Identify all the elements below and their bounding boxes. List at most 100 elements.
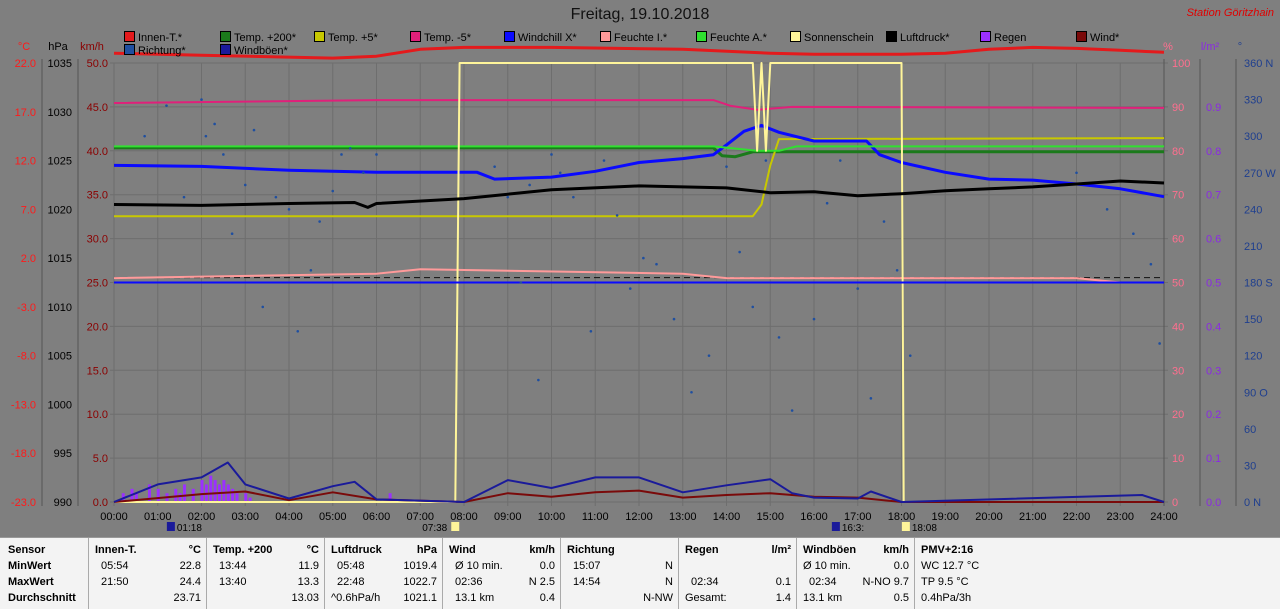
direction-point bbox=[812, 317, 816, 321]
wind-tick-label: 10.0 bbox=[87, 409, 108, 421]
direction-point bbox=[655, 262, 658, 266]
stats-col-druck: Luftdruck hPa 05:48 1019.4 22:48 1022.7 … bbox=[324, 538, 443, 609]
temp-tick-label: -3.0 bbox=[17, 302, 36, 314]
stats-col-temp200: Temp. +200 °C 13:44 11.9 13:40 13.3 13.0… bbox=[206, 538, 325, 609]
direction-point bbox=[243, 183, 247, 187]
series-line bbox=[114, 62, 1164, 503]
direction-point bbox=[1105, 208, 1109, 211]
temp-unit-label: °C bbox=[18, 41, 30, 53]
direction-tick-label: 270 W bbox=[1244, 168, 1276, 180]
rain-tick-label: 0.4 bbox=[1206, 321, 1221, 333]
direction-point bbox=[296, 329, 300, 333]
wind-tick-label: 20.0 bbox=[87, 321, 108, 333]
pressure-unit-label: hPa bbox=[48, 41, 68, 53]
innen-unit: °C bbox=[188, 544, 201, 556]
direction-point bbox=[1149, 262, 1153, 266]
direction-point bbox=[725, 165, 728, 168]
direction-point bbox=[309, 269, 313, 272]
wind-tick-label: 25.0 bbox=[87, 278, 108, 290]
rain-tick-label: 0.7 bbox=[1206, 190, 1221, 202]
wind-max-value: N 2.5 bbox=[528, 576, 555, 588]
rain-tick-label: 0.9 bbox=[1206, 102, 1221, 114]
direction-point bbox=[318, 220, 321, 223]
direction-point bbox=[222, 153, 225, 156]
rain-bar bbox=[148, 484, 151, 502]
boeen-unit: km/h bbox=[883, 544, 909, 556]
time-tick-label: 24:00 bbox=[1150, 511, 1178, 523]
direction-point bbox=[274, 195, 278, 199]
regen-max-time: 02:34 bbox=[691, 576, 719, 588]
direction-point bbox=[143, 134, 146, 138]
legend-label: Sonnenschein bbox=[804, 32, 874, 44]
temp200-header: Temp. +200 bbox=[213, 544, 273, 556]
time-tick-label: 04:00 bbox=[275, 511, 303, 523]
pressure-tick-label: 1010 bbox=[48, 302, 72, 314]
direction-point bbox=[287, 208, 291, 211]
time-tick-label: 09:00 bbox=[494, 511, 522, 523]
series-line bbox=[113, 99, 1165, 111]
regen-total: 1.4 bbox=[775, 592, 791, 604]
series-line bbox=[114, 137, 1165, 218]
innen-max-value: 24.4 bbox=[179, 576, 201, 588]
time-tick-label: 01:00 bbox=[144, 511, 172, 523]
wind-tick-label: 50.0 bbox=[87, 58, 108, 70]
legend-item: Feuchte A.* bbox=[696, 31, 767, 44]
temp-tick-label: 22.0 bbox=[15, 58, 36, 70]
legend-swatch bbox=[504, 31, 515, 42]
time-tick-label: 02:00 bbox=[188, 511, 216, 523]
direction-point bbox=[856, 287, 860, 290]
direction-point bbox=[558, 171, 562, 175]
legend-swatch bbox=[696, 31, 707, 42]
rain-bar bbox=[231, 488, 235, 502]
humidity-tick-label: 40 bbox=[1172, 321, 1184, 333]
stats-table: Sensor MinWert MaxWert Durchschnitt Inne… bbox=[0, 537, 1280, 609]
rain-bar bbox=[248, 497, 252, 502]
pressure-tick-label: 1025 bbox=[48, 156, 72, 168]
rain-bar bbox=[388, 493, 392, 502]
direction-point bbox=[838, 159, 842, 162]
druck-min-value: 1019.4 bbox=[403, 560, 437, 572]
rain-bar bbox=[244, 493, 248, 502]
humidity-tick-label: 30 bbox=[1172, 365, 1184, 377]
humidity-tick-label: 80 bbox=[1172, 146, 1184, 158]
direction-point bbox=[602, 159, 606, 162]
legend-swatch bbox=[980, 31, 991, 42]
wind-unit: km/h bbox=[529, 544, 555, 556]
rain-tick-label: 0.8 bbox=[1206, 146, 1221, 158]
rain-bar bbox=[213, 480, 217, 502]
series-line bbox=[113, 268, 1164, 284]
druck-min-time: 05:48 bbox=[337, 560, 365, 572]
legend-label: Temp. +200* bbox=[234, 32, 297, 44]
boeen-max-value: N-NO 9.7 bbox=[862, 576, 909, 588]
grid bbox=[41, 59, 1237, 506]
rain-tick-label: 0.1 bbox=[1206, 453, 1221, 465]
legend-label: Regen bbox=[994, 32, 1027, 44]
humidity-tick-label: 0 bbox=[1172, 497, 1178, 509]
direction-point bbox=[615, 214, 619, 217]
legend-label: Feuchte A.* bbox=[710, 32, 767, 44]
legend-item: Temp. -5* bbox=[410, 31, 471, 44]
boeen-header: Windböen bbox=[803, 544, 857, 556]
temp-tick-label: 17.0 bbox=[15, 107, 36, 119]
legend-label: Luftdruck* bbox=[900, 32, 950, 44]
direction-point bbox=[362, 171, 365, 175]
stats-header-sensor: Sensor bbox=[8, 544, 46, 556]
legend-item: Innen-T.* bbox=[124, 31, 182, 44]
direction-point bbox=[165, 104, 168, 107]
pressure-tick-label: 995 bbox=[54, 448, 72, 460]
legend-label: Temp. -5* bbox=[424, 32, 472, 44]
rain-tick-label: 0.3 bbox=[1206, 365, 1221, 377]
time-tick-label: 20:00 bbox=[975, 511, 1003, 523]
direction-point bbox=[1158, 342, 1161, 345]
direction-tick-label: 180 S bbox=[1244, 278, 1273, 290]
direction-point bbox=[825, 201, 829, 205]
stats-col-boeen: Windböen km/h Ø 10 min. 0.0 02:34 N-NO 9… bbox=[796, 538, 915, 609]
rain-unit-label: l/m² bbox=[1201, 41, 1220, 53]
boeen-min-value: 0.0 bbox=[893, 560, 909, 572]
rain-bar bbox=[200, 480, 204, 502]
rain-bar bbox=[156, 488, 160, 502]
direction-point bbox=[777, 336, 781, 339]
series-line bbox=[113, 461, 1165, 503]
temp200-min-time: 13:44 bbox=[219, 560, 247, 572]
druck-header: Luftdruck bbox=[331, 544, 382, 556]
